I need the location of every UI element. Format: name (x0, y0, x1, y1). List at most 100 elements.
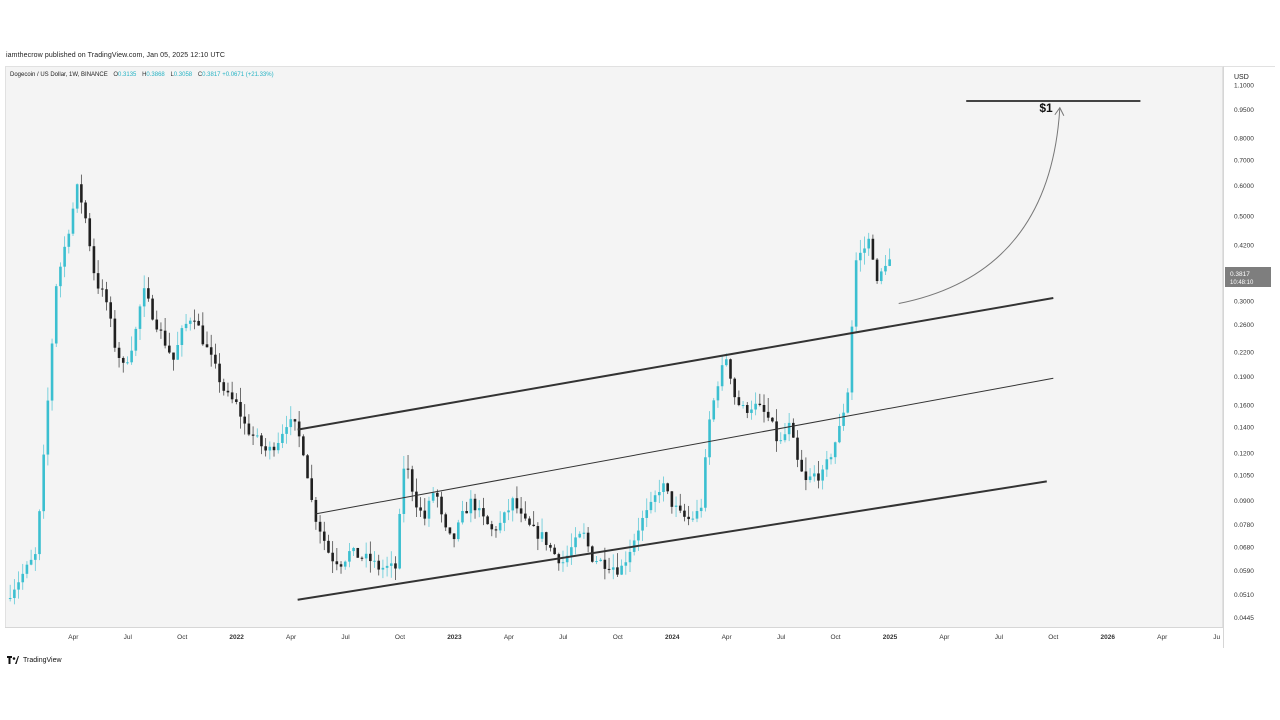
candle-body (427, 500, 431, 519)
candle-body (603, 559, 607, 569)
price-badge-countdown: 10:48:10 (1230, 280, 1254, 286)
candle-body (260, 435, 263, 447)
candle-body (343, 561, 347, 567)
candle-body (628, 551, 632, 563)
candle-body (574, 537, 577, 548)
candle-body (444, 514, 448, 528)
chart-pane[interactable] (5, 66, 1223, 648)
x-tick-label: Jul (124, 634, 133, 641)
price-badge-bg (1225, 267, 1271, 287)
candle-body (829, 457, 833, 460)
candle-body (448, 527, 452, 534)
candle-body (364, 553, 368, 559)
candle-body (168, 345, 171, 353)
candle-body (289, 419, 293, 428)
candle-body (494, 529, 498, 531)
candle-body (729, 359, 732, 379)
candle-body (318, 521, 322, 532)
candle-body (385, 565, 389, 568)
candle-body (503, 512, 506, 523)
y-tick-label: 0.9500 (1234, 107, 1254, 114)
x-tick-label: Jul (777, 634, 786, 641)
projection-arrow-curve (898, 107, 1061, 305)
candle-body (121, 357, 125, 363)
time-scale[interactable] (5, 627, 1223, 648)
candle-body (306, 455, 309, 479)
candle-body (519, 508, 523, 514)
candle-body (117, 347, 121, 358)
candle-body (570, 547, 573, 556)
candle-body (50, 343, 54, 401)
projection-arrow-head (1054, 106, 1065, 116)
y-axis: 1.1000 0.9500 0.8000 0.7000 0.6000 0.5000 0.42… (1234, 83, 1254, 622)
candle-body (314, 499, 318, 522)
candle-body (549, 544, 552, 548)
candle-body (25, 564, 29, 574)
tradingview-brand: TradingView (23, 656, 62, 664)
tradingview-footer: TradingView (7, 656, 62, 664)
candle-body (544, 532, 548, 545)
publish-info: iamthecrow published on TradingView.com,… (6, 52, 226, 59)
x-tick-label: 2022 (229, 634, 244, 641)
x-tick-label: Jul (995, 634, 1004, 641)
candle-body (331, 552, 334, 562)
candle-body (838, 425, 841, 443)
candle-body (787, 422, 791, 435)
candle-body (436, 492, 439, 497)
candle-body (775, 421, 778, 442)
candle-body (239, 401, 242, 417)
candle-body (683, 510, 686, 517)
candle-body (817, 473, 820, 481)
candle-body (369, 553, 372, 562)
candle-body (771, 417, 774, 422)
candle-body (507, 510, 510, 513)
candle-body (515, 498, 519, 509)
candle-body (276, 442, 280, 451)
y-tick-label: 0.7000 (1234, 158, 1254, 165)
candle-body (151, 298, 154, 320)
candle-body (113, 318, 117, 348)
y-tick-label: 0.2600 (1234, 322, 1254, 329)
candle-body (477, 508, 481, 511)
candle-body (536, 526, 540, 539)
candle-body (302, 436, 305, 456)
drawing-group (297, 99, 1141, 601)
candle-body (641, 517, 644, 531)
price-scale[interactable] (1223, 66, 1275, 648)
y-tick-label: 0.8000 (1234, 136, 1254, 143)
candle-body (888, 259, 891, 266)
candle-body (812, 473, 816, 477)
candle-body (645, 510, 649, 518)
candle-body (754, 403, 757, 410)
x-tick-label: Apr (722, 634, 733, 641)
y-tick-label: 0.1900 (1234, 374, 1254, 381)
candle-body (389, 563, 393, 566)
candle-body (38, 511, 41, 555)
candle-body (653, 495, 657, 502)
candle-body (134, 328, 138, 351)
candle-body (360, 557, 364, 559)
candle-body (716, 386, 720, 401)
candle-body (712, 400, 716, 420)
candle-body (670, 491, 674, 507)
candle-body (599, 559, 602, 562)
open-label: O (113, 72, 119, 78)
candle-body (88, 218, 92, 247)
candle-body (649, 501, 653, 511)
candle-body (96, 273, 100, 289)
candle-body (402, 468, 406, 514)
candle-body (281, 433, 284, 443)
candle-body (808, 476, 812, 481)
candle-body (863, 248, 866, 253)
candle-body (486, 516, 489, 525)
candle-body (850, 326, 854, 393)
candle-body (737, 397, 741, 406)
candle-body (188, 320, 192, 324)
candle-body (423, 510, 427, 519)
candle-body (745, 405, 749, 413)
x-tick-label: Apr (286, 634, 297, 641)
candle-body (410, 469, 414, 492)
x-tick-label: Oct (613, 634, 623, 641)
low-label: L (170, 72, 174, 78)
candle-body (461, 511, 464, 523)
